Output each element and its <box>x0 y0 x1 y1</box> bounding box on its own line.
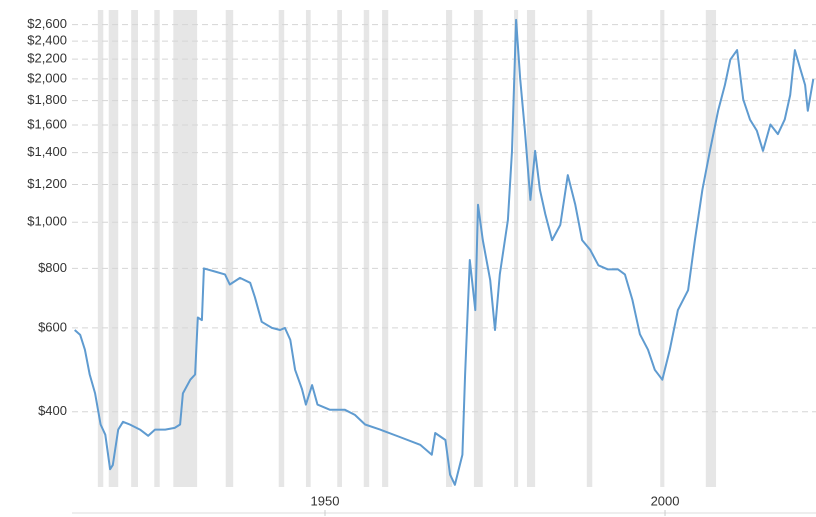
recession-band <box>446 10 453 487</box>
recession-band <box>278 10 285 487</box>
y-tick-label: $1,000 <box>27 214 67 229</box>
recession-band <box>363 10 370 487</box>
recession-band <box>660 10 665 487</box>
y-tick-label: $1,400 <box>27 144 67 159</box>
recession-band <box>225 10 234 487</box>
recession-band <box>173 10 198 487</box>
x-tick-label: 2000 <box>651 493 680 508</box>
price-line <box>74 18 815 486</box>
recession-band <box>154 10 160 487</box>
recession-band <box>337 10 342 487</box>
x-tick-label: 1950 <box>311 493 340 508</box>
y-tick-label: $800 <box>38 260 67 275</box>
y-tick-label: $2,200 <box>27 51 67 66</box>
y-tick-label: $1,800 <box>27 92 67 107</box>
y-tick-label: $1,600 <box>27 116 67 131</box>
recession-band <box>705 10 717 487</box>
recession-band <box>382 10 389 487</box>
y-tick-label: $1,200 <box>27 176 67 191</box>
recession-band <box>526 10 536 487</box>
y-tick-label: $2,000 <box>27 70 67 85</box>
recession-band <box>131 10 138 487</box>
recession-band <box>108 10 119 487</box>
y-tick-label: $2,400 <box>27 33 67 48</box>
y-tick-label: $600 <box>38 319 67 334</box>
recession-band <box>305 10 311 487</box>
recession-band <box>97 10 104 487</box>
y-tick-label: $2,600 <box>27 16 67 31</box>
y-tick-label: $400 <box>38 403 67 418</box>
recession-band <box>473 10 483 487</box>
recession-band <box>514 10 519 487</box>
